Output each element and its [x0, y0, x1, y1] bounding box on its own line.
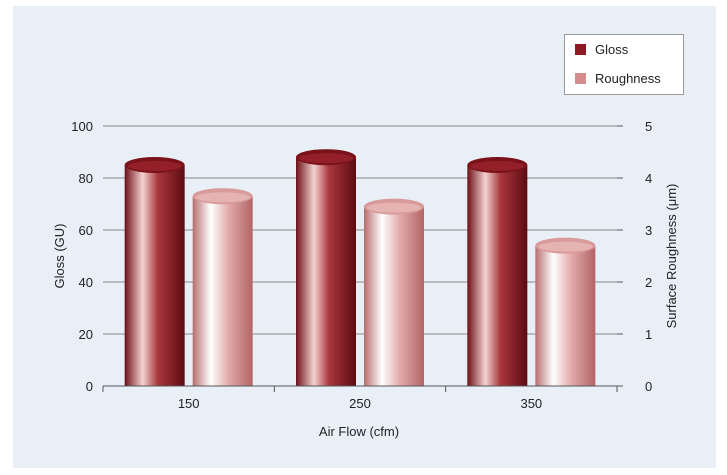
bar-body [192, 196, 253, 386]
bar-top-highlight [470, 161, 525, 171]
y2-axis-title: Surface Roughness (μm) [664, 184, 679, 329]
bar-body [364, 206, 424, 386]
x-tick-label: 250 [349, 396, 371, 411]
y-tick-label: 100 [71, 119, 93, 134]
y2-tick-label: 1 [645, 327, 652, 342]
y2-tick-label: 2 [645, 275, 652, 290]
y-tick-label: 0 [86, 379, 93, 394]
y-tick-label: 80 [79, 171, 93, 186]
y-tick-label: 60 [79, 223, 93, 238]
bar-roughness-150 [192, 188, 253, 386]
bar-body [535, 245, 596, 386]
bar-top-highlight [127, 161, 182, 171]
y-tick-label: 20 [79, 327, 93, 342]
y2-tick-label: 0 [645, 379, 652, 394]
x-axis-title: Air Flow (cfm) [319, 424, 399, 439]
legend-item-roughness: Roughness [575, 70, 661, 86]
legend-label-gloss: Gloss [595, 41, 629, 57]
bar-gloss-250 [296, 149, 356, 386]
bars [124, 149, 596, 386]
legend-swatch-roughness [575, 72, 586, 84]
bar-top-highlight [538, 241, 593, 252]
axis-labels: Air Flow (cfm) Gloss (GU) Surface Roughn… [52, 184, 679, 439]
bar-body [296, 157, 356, 386]
bar-roughness-250 [364, 198, 424, 386]
legend: Gloss Roughness [564, 34, 684, 95]
bar-top-highlight [299, 153, 353, 164]
bar-body [124, 165, 185, 386]
x-tick-label: 350 [520, 396, 542, 411]
legend-swatch-gloss [575, 43, 586, 55]
axes: 0 20 40 60 80 100 0 1 2 3 4 5 150 250 350 [71, 119, 652, 411]
bar-top-highlight [367, 202, 421, 213]
y2-tick-label: 4 [645, 171, 652, 186]
bar-gloss-350 [467, 157, 528, 386]
y2-tick-label: 5 [645, 119, 652, 134]
legend-item-gloss: Gloss [575, 41, 628, 57]
bar-roughness-350 [535, 237, 596, 386]
legend-label-roughness: Roughness [595, 70, 661, 86]
x-tick-label: 150 [178, 396, 200, 411]
bar-top-highlight [195, 192, 250, 203]
y2-tick-label: 3 [645, 223, 652, 238]
y-tick-label: 40 [79, 275, 93, 290]
bar-body [467, 165, 528, 386]
y-axis-title: Gloss (GU) [52, 224, 67, 289]
bar-gloss-150 [124, 157, 185, 386]
